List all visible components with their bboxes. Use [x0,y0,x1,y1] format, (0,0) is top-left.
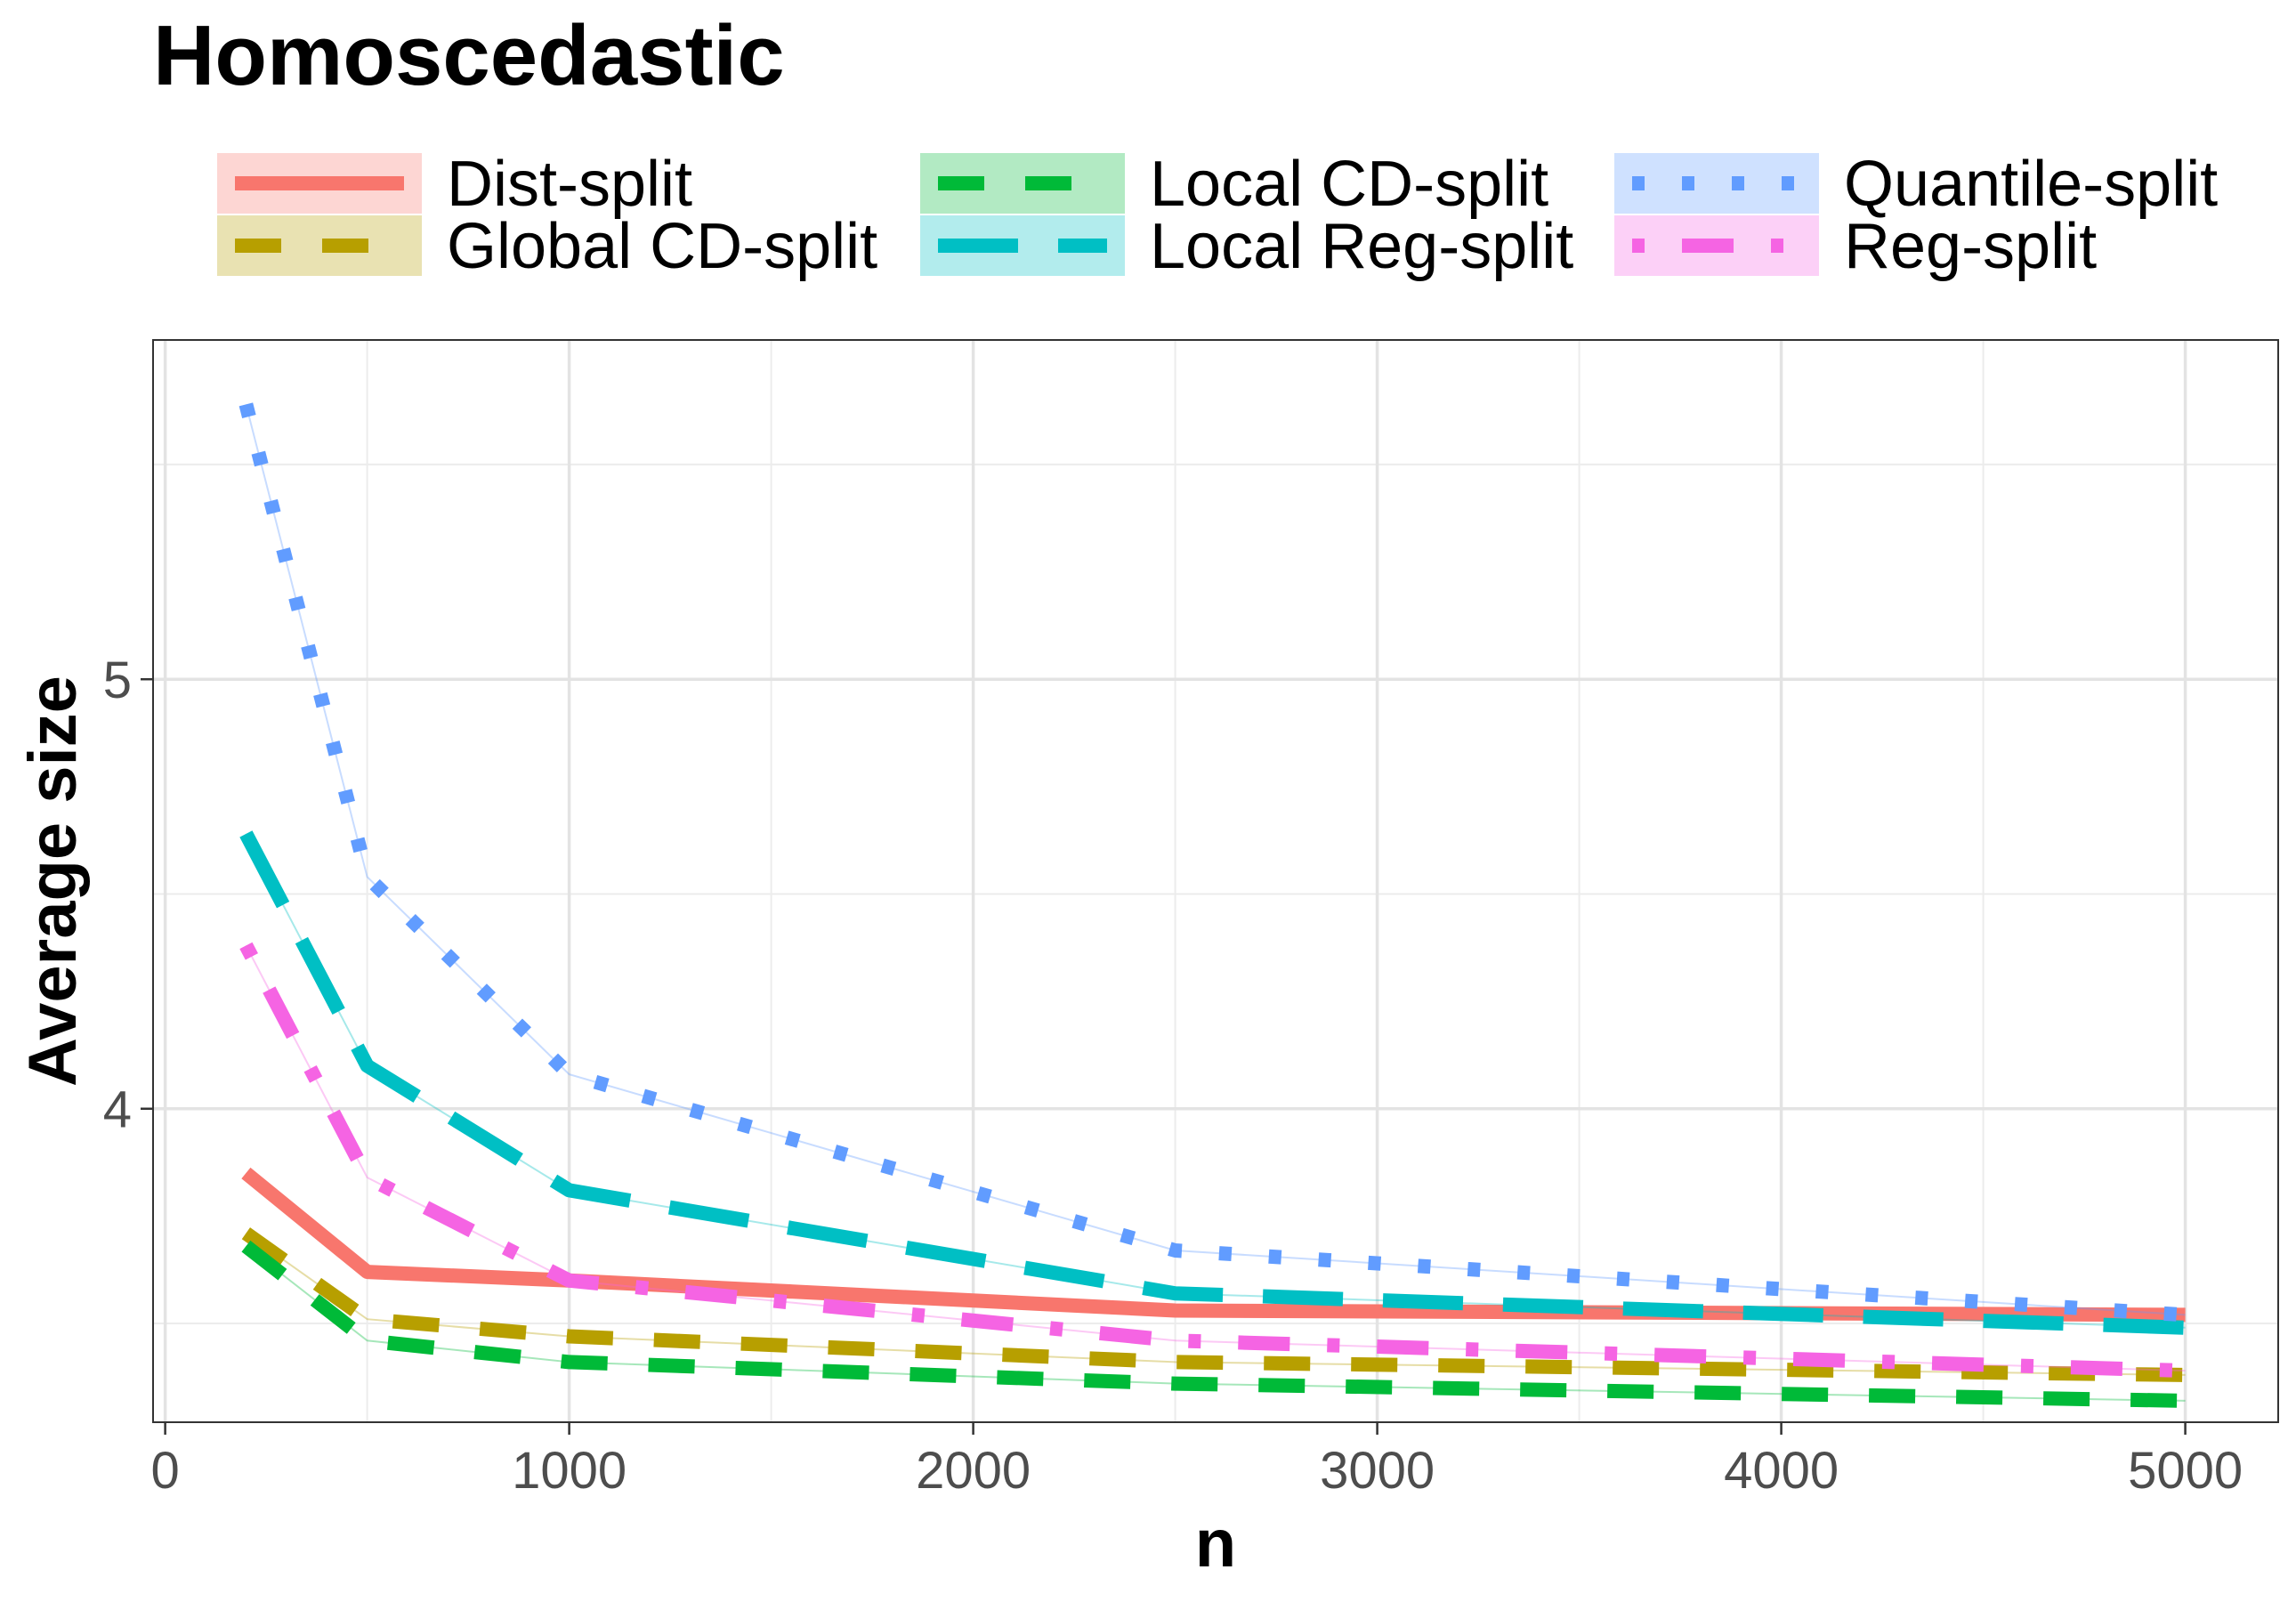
series-band-quantile-split [245,404,2186,1316]
legend-label: Reg-split [1844,211,2097,282]
legend-label: Dist-split [447,149,692,220]
y-tick-label: 4 [103,1081,132,1139]
series-layer [238,402,2187,1408]
legend-item-reg-split: Reg-split [1614,211,2097,282]
series-local-reg-split [239,830,2186,1335]
series-line-global-cd-split [241,1227,2186,1382]
x-axis-title: n [1195,1506,1236,1582]
y-tick-label: 5 [103,651,132,709]
series-line-local-cd-split [241,1240,2186,1408]
legend-item-global-cd-split: Global CD-split [217,211,877,282]
x-tick-label: 0 [150,1442,179,1500]
x-tick-label: 1000 [512,1442,627,1500]
series-reg-split [239,942,2186,1379]
legend-item-local-reg-split: Local Reg-split [920,211,1573,282]
plot-area [152,339,2279,1423]
series-global-cd-split [241,1227,2186,1382]
series-line-reg-split [239,942,2186,1379]
grid-major [153,340,2278,1422]
series-quantile-split [238,402,2187,1323]
legend-label: Local CD-split [1150,149,1548,220]
plot-border [152,339,2279,1423]
plot-background [153,340,2278,1422]
x-axis: 0 1000 2000 3000 4000 5000 [150,1422,2243,1500]
chart-title: Homoscedastic [153,8,785,103]
series-line-local-reg-split [239,830,2186,1335]
legend-item-local-cd-split: Local CD-split [920,149,1548,220]
y-axis-title: Average size [15,676,91,1087]
y-axis: 45 [103,651,153,1139]
legend-item-quantile-split: Quantile-split [1614,149,2218,220]
series-local-cd-split [241,1240,2186,1408]
x-tick-label: 4000 [1724,1442,1839,1500]
legend-label: Global CD-split [447,211,877,282]
legend-label: Local Reg-split [1150,211,1573,282]
legend-item-dist-split: Dist-split [217,149,692,220]
x-tick-label: 5000 [2128,1442,2243,1500]
x-tick-label: 2000 [916,1442,1031,1500]
x-tick-label: 3000 [1320,1442,1435,1500]
legend-label: Quantile-split [1844,149,2218,220]
